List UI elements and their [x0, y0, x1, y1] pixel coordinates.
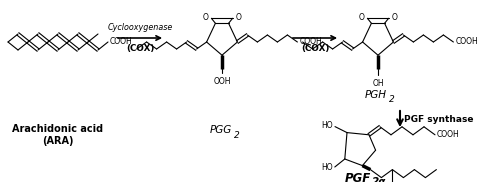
Text: Cyclooxygenase: Cyclooxygenase	[108, 23, 172, 32]
Text: COOH: COOH	[300, 37, 322, 46]
Text: 2α: 2α	[372, 177, 386, 182]
Text: PGH: PGH	[365, 90, 387, 100]
Text: O: O	[236, 13, 242, 22]
Text: O: O	[202, 13, 208, 22]
Text: PGF: PGF	[345, 171, 371, 182]
Text: COOH: COOH	[437, 130, 460, 139]
Text: PGF synthase: PGF synthase	[404, 114, 473, 124]
Text: O: O	[392, 13, 398, 22]
Text: OH: OH	[372, 79, 384, 88]
Text: COOH: COOH	[456, 37, 478, 46]
Text: O: O	[358, 13, 364, 22]
Text: HO: HO	[321, 163, 333, 173]
Text: COOH: COOH	[110, 37, 133, 46]
Text: PGG: PGG	[210, 125, 232, 135]
Text: (COX): (COX)	[126, 44, 154, 53]
Text: 2: 2	[389, 96, 395, 104]
Text: OOH: OOH	[213, 77, 231, 86]
Text: (COX): (COX)	[301, 44, 329, 53]
Text: HO: HO	[322, 121, 333, 130]
Text: 2: 2	[234, 130, 240, 139]
Text: Arachidonic acid
(ARA): Arachidonic acid (ARA)	[12, 124, 104, 146]
